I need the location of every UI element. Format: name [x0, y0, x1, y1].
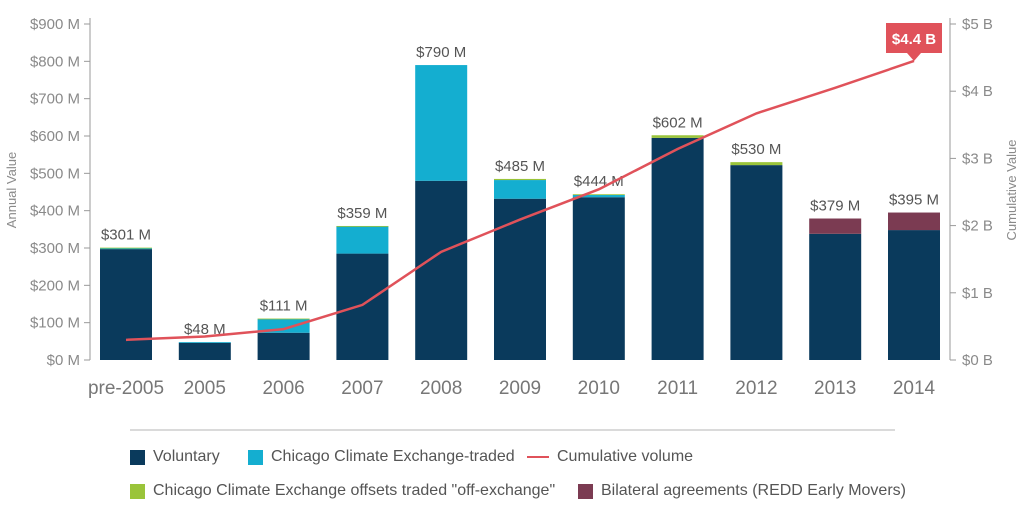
- left-tick-label: $200 M: [30, 277, 80, 294]
- bar-2012-series-0: [730, 165, 783, 360]
- bar-2013-series-3: [809, 218, 862, 234]
- cumulative-callout-text: $4.4 B: [892, 31, 936, 48]
- right-tick-label: $1 B: [962, 285, 993, 302]
- bar-total-label: $530 M: [731, 141, 781, 158]
- legend-item-ccx-traded: Chicago Climate Exchange-traded: [248, 448, 515, 466]
- bar-2009-series-0: [494, 198, 546, 360]
- left-tick-label: $900 M: [30, 16, 80, 33]
- x-tick-label: 2011: [657, 378, 698, 399]
- legend-swatch-bilateral: [578, 483, 593, 499]
- left-tick-label: $600 M: [30, 128, 80, 145]
- x-tick-label: 2005: [184, 378, 226, 399]
- left-tick-label: $0 M: [47, 352, 80, 369]
- bar-total-labels: $301 M $48 M $111 M $359 M $790 M $485 M $444 …: [101, 44, 939, 338]
- bar-2012-series-2: [730, 162, 783, 166]
- bar-2009-series-1: [494, 180, 546, 199]
- bar-2007-series-0: [336, 253, 389, 360]
- bar-pre-2005-series-0: [100, 249, 152, 360]
- legend-swatch-ccx-traded: [248, 449, 263, 465]
- x-tick-label: 2012: [735, 378, 777, 399]
- x-tick-label: 2009: [499, 378, 541, 399]
- x-tick-label: 2007: [341, 378, 383, 399]
- bar-2010-series-0: [572, 197, 625, 360]
- bar-2014-series-0: [888, 230, 940, 360]
- bar-2011-series-2: [651, 135, 704, 138]
- right-axis-title: Cumulative Value: [1004, 140, 1019, 241]
- x-tick-label: 2010: [578, 378, 620, 399]
- bar-total-label: $111 M: [260, 298, 308, 315]
- bar-2011-series-0: [651, 137, 704, 360]
- left-tick-label: $800 M: [30, 53, 80, 70]
- left-axis-title: Annual Value: [4, 152, 19, 228]
- bar-total-label: $790 M: [416, 44, 466, 61]
- bar-2008-series-0: [415, 180, 468, 360]
- bar-2005-series-1: [178, 342, 231, 343]
- bar-2008-series-1: [415, 65, 468, 181]
- legend-item-cumulative: Cumulative volume: [527, 448, 693, 466]
- bar-total-label: $48 M: [184, 321, 226, 338]
- legend-swatch-ccx-offsets: [130, 483, 145, 499]
- legend-item-voluntary: Voluntary: [130, 448, 220, 466]
- bar-total-label: $485 M: [495, 158, 545, 175]
- bar-2005-series-0: [178, 342, 231, 360]
- bar-total-label: $379 M: [810, 198, 860, 215]
- cumulative-volume-line: [125, 59, 915, 342]
- legend-item-bilateral: Bilateral agreements (REDD Early Movers): [578, 482, 906, 500]
- right-axis-ticks: $0 B $1 B $2 B $3 B $4 B $5 B: [950, 16, 993, 369]
- left-tick-label: $100 M: [30, 315, 80, 332]
- right-tick-label: $3 B: [962, 150, 993, 167]
- bar-total-label: $301 M: [101, 227, 151, 244]
- bar-2013-series-0: [809, 233, 862, 360]
- bar-total-label: $602 M: [653, 114, 703, 131]
- right-tick-label: $0 B: [962, 352, 993, 369]
- legend-label-cumulative: Cumulative volume: [557, 448, 694, 465]
- chart: $0 M $100 M $200 M $300 M $400 M $500 M $600 M…: [4, 16, 1019, 431]
- x-tick-label: 2014: [893, 378, 936, 399]
- bar-2007-series-2: [336, 225, 389, 227]
- x-tick-label: pre-2005: [88, 378, 164, 399]
- bar-pre-2005-series-2: [100, 247, 152, 249]
- right-tick-label: $4 B: [962, 83, 993, 100]
- x-tick-label: 2006: [262, 378, 304, 399]
- left-axis-ticks: $0 M $100 M $200 M $300 M $400 M $500 M $600 M…: [30, 16, 90, 369]
- legend-swatch-cumulative: [527, 456, 549, 458]
- bar-total-label: $395 M: [889, 192, 939, 209]
- bar-total-label: $359 M: [337, 205, 387, 222]
- left-tick-label: $700 M: [30, 91, 80, 108]
- bar-2007-series-1: [336, 226, 389, 254]
- bar-pre-2005-series-1: [100, 248, 152, 250]
- legend-item-ccx-offsets: Chicago Climate Exchange offsets traded …: [130, 482, 555, 500]
- left-tick-label: $300 M: [30, 240, 80, 257]
- right-tick-label: $2 B: [962, 218, 993, 235]
- legend-label-voluntary: Voluntary: [153, 448, 220, 465]
- bar-total-label: $444 M: [574, 173, 624, 190]
- legend-label-bilateral: Bilateral agreements (REDD Early Movers): [601, 482, 906, 499]
- bar-2006-series-0: [257, 332, 310, 360]
- x-axis-ticks: pre-2005 2005 2006 2007 2008 2009 2010 2011 2012…: [88, 378, 936, 399]
- legend: Voluntary Chicago Climate Exchange-trade…: [130, 442, 920, 507]
- right-tick-label: $5 B: [962, 16, 993, 33]
- legend-label-ccx-offsets: Chicago Climate Exchange offsets traded …: [153, 482, 556, 499]
- bar-2006-series-2: [257, 318, 310, 320]
- left-tick-label: $400 M: [30, 203, 80, 220]
- bar-2014-series-3: [888, 212, 940, 231]
- bar-2010-series-2: [572, 194, 625, 196]
- bar-2009-series-2: [494, 178, 546, 181]
- legend-label-ccx-traded: Chicago Climate Exchange-traded: [271, 448, 515, 465]
- x-tick-label: 2013: [814, 378, 856, 399]
- x-tick-label: 2008: [420, 378, 462, 399]
- cumulative-callout: $4.4 B: [886, 22, 942, 61]
- bars: [100, 65, 940, 360]
- left-tick-label: $500 M: [30, 165, 80, 182]
- legend-swatch-voluntary: [130, 449, 145, 465]
- bar-2010-series-1: [572, 194, 625, 198]
